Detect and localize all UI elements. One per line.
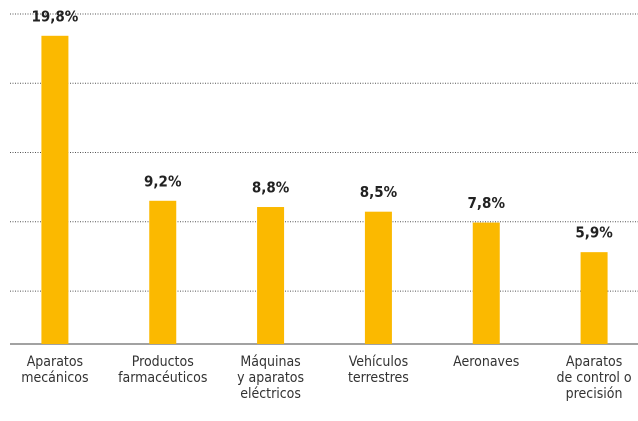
data-label: 7,8% [468, 194, 506, 212]
bar [149, 200, 177, 344]
x-tick-label: Máquinas y aparatos eléctricos [237, 354, 304, 402]
data-label: 5,9% [575, 224, 613, 242]
bar [472, 222, 500, 344]
bar [580, 252, 608, 344]
data-label: 8,5% [360, 183, 398, 201]
bar [364, 211, 392, 344]
x-tick-label: Aparatos de control o precisión [557, 354, 632, 402]
x-tick-label: Aparatos mecánicos [21, 354, 88, 386]
data-label: 19,8% [32, 7, 79, 25]
data-label: 9,2% [144, 172, 182, 190]
x-tick-label: Productos farmacéuticos [118, 354, 207, 386]
bar [41, 35, 69, 345]
x-tick-label: Vehículos terrestres [348, 354, 409, 386]
data-label: 8,8% [252, 179, 290, 197]
bar [257, 207, 285, 344]
x-tick-label: Aeronaves [453, 354, 519, 370]
